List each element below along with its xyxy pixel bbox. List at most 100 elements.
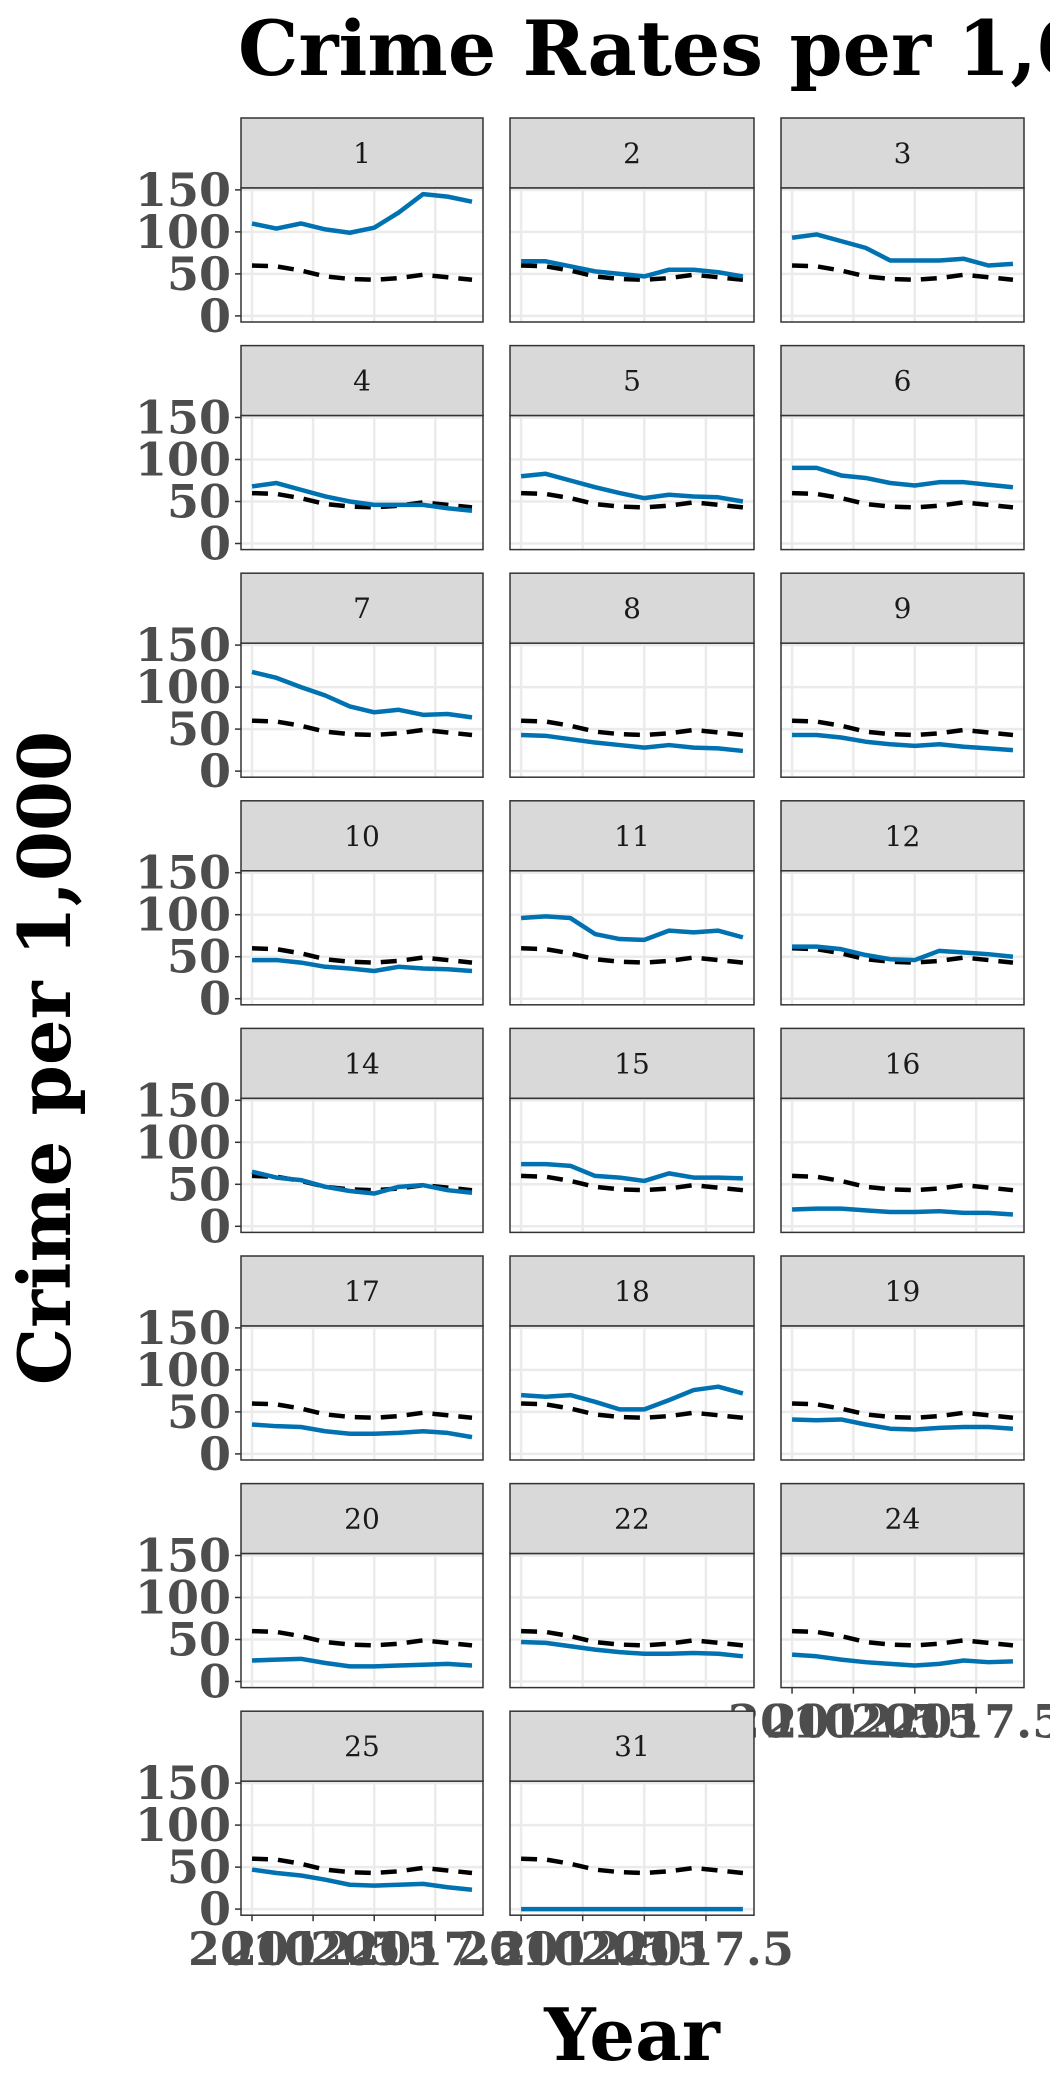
panel xyxy=(510,415,754,550)
y-tick-label: 150 xyxy=(135,1301,231,1355)
panel-border xyxy=(240,1097,484,1234)
panel xyxy=(510,1326,754,1460)
strip xyxy=(780,1027,1025,1100)
strip xyxy=(780,1255,1025,1327)
reference-line xyxy=(521,1856,744,1876)
reference-line xyxy=(791,263,1014,283)
panel xyxy=(781,188,1024,322)
panel-border xyxy=(509,1552,755,1689)
panel xyxy=(241,870,483,1005)
series-line xyxy=(791,232,1014,268)
reference-line xyxy=(791,1173,1014,1193)
strip-label: 19 xyxy=(885,1275,921,1308)
y-tick-label: 0 xyxy=(199,1655,231,1709)
series-line xyxy=(251,1867,473,1893)
panel-border xyxy=(780,414,1025,551)
y-tick-label: 0 xyxy=(199,1882,231,1936)
strip xyxy=(780,344,1025,417)
panel-border xyxy=(780,642,1025,778)
strip-label: 3 xyxy=(894,137,912,170)
panel xyxy=(241,188,483,322)
y-tick-label: 150 xyxy=(135,163,231,217)
reference-line xyxy=(791,946,1014,965)
y-tick-label: 50 xyxy=(167,1157,231,1211)
strip-label: 20 xyxy=(344,1503,380,1536)
reference-line xyxy=(791,1628,1014,1648)
strip xyxy=(509,800,755,872)
strip-label: 11 xyxy=(614,820,650,853)
strip-label: 22 xyxy=(614,1503,650,1536)
strip xyxy=(780,1482,1025,1555)
panel-border xyxy=(240,414,484,551)
reference-line xyxy=(521,263,744,283)
panel-border xyxy=(780,870,1025,1006)
strip xyxy=(780,117,1025,189)
y-tick-label: 50 xyxy=(167,475,231,529)
x-tick-label: 2010 xyxy=(457,1922,585,1976)
series-line xyxy=(251,480,473,513)
y-tick-label: 100 xyxy=(135,432,231,486)
panel xyxy=(241,1326,483,1460)
y-axis-label: Crime per 1,000 xyxy=(2,731,87,1385)
series-line xyxy=(792,732,1014,753)
y-tick-label: 150 xyxy=(135,390,231,444)
panel-border xyxy=(240,1325,484,1461)
series-line xyxy=(791,1652,1014,1668)
panel-border xyxy=(509,1780,755,1916)
chart-title: Crime Rates per 1,000 xyxy=(238,4,1050,93)
panel xyxy=(241,1098,483,1233)
y-tick-label: 100 xyxy=(135,1798,231,1852)
reference-line xyxy=(521,1628,744,1648)
y-tick-label: 100 xyxy=(135,1115,231,1169)
reference-line xyxy=(791,490,1014,510)
reference-line xyxy=(251,1401,473,1421)
y-tick-label: 150 xyxy=(135,618,231,672)
reference-line xyxy=(791,718,1014,738)
strip-label: 5 xyxy=(623,365,641,398)
strip-label: 15 xyxy=(614,1047,650,1080)
strip xyxy=(509,572,755,644)
panel xyxy=(781,1553,1024,1688)
panel xyxy=(510,1781,754,1916)
strip-label: 25 xyxy=(344,1730,380,1763)
strip-label: 6 xyxy=(894,365,912,398)
reference-line xyxy=(521,1401,744,1421)
panel-border xyxy=(240,187,484,323)
reference-line xyxy=(791,1401,1014,1421)
y-tick-label: 0 xyxy=(199,744,231,798)
strip-label: 4 xyxy=(353,365,371,398)
panel-border xyxy=(240,1780,484,1916)
series-line xyxy=(251,1169,473,1196)
series-line xyxy=(251,1656,473,1669)
y-tick-label: 100 xyxy=(135,1570,231,1624)
y-tick-label: 50 xyxy=(167,930,231,984)
reference-line xyxy=(521,946,744,965)
reference-line xyxy=(521,1173,744,1193)
series-line xyxy=(251,669,473,720)
panel-border xyxy=(509,642,755,778)
panel xyxy=(781,870,1024,1005)
reference-line xyxy=(521,490,744,510)
x-tick-label: 2017.5 xyxy=(618,1922,794,1976)
x-tick-label: 2015 xyxy=(851,1695,979,1749)
panel-border xyxy=(509,1325,755,1461)
reference-line xyxy=(521,718,744,738)
series-line xyxy=(520,914,744,943)
panel-border xyxy=(509,187,755,323)
strip xyxy=(509,1255,755,1327)
x-tick-label: 2017.5 xyxy=(347,1922,523,1976)
panel-border xyxy=(240,642,484,778)
strip xyxy=(240,572,484,644)
y-tick-label: 100 xyxy=(135,1343,231,1397)
y-tick-label: 50 xyxy=(167,1840,231,1894)
series-line xyxy=(792,944,1014,963)
strip xyxy=(240,117,484,189)
strip-label: 16 xyxy=(885,1047,921,1080)
series-line xyxy=(521,259,744,279)
x-axis-label: Year xyxy=(543,1992,721,2077)
panel-border xyxy=(509,1097,755,1234)
panel xyxy=(241,1781,483,1916)
strip xyxy=(509,1027,755,1100)
strip-label: 31 xyxy=(614,1730,650,1763)
